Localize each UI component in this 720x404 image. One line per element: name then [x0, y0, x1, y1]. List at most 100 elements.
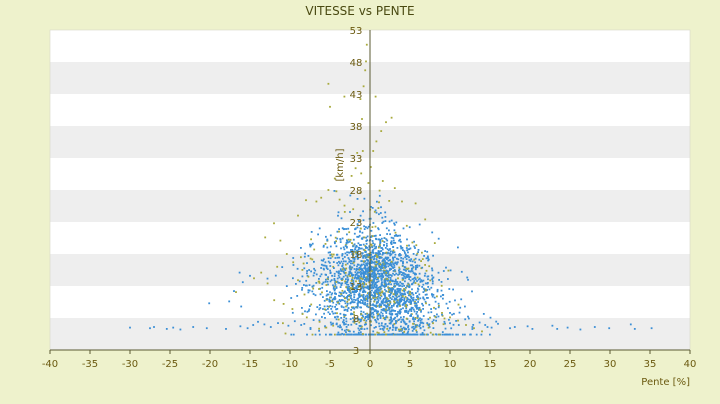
data-point [378, 189, 381, 192]
data-point [367, 297, 369, 300]
data-point [373, 285, 376, 288]
data-point [396, 290, 399, 293]
data-point [404, 328, 407, 331]
data-point [380, 272, 383, 275]
data-point [404, 273, 407, 276]
data-point [390, 309, 393, 312]
data-point [388, 333, 390, 336]
data-point [301, 287, 304, 289]
data-point [308, 308, 311, 311]
data-point [436, 313, 438, 316]
data-point [489, 316, 492, 319]
data-point [354, 227, 357, 230]
data-point [318, 308, 321, 311]
data-point [439, 333, 442, 336]
data-point [355, 280, 357, 283]
data-point [393, 223, 396, 226]
data-point [342, 246, 345, 249]
data-point [392, 267, 394, 269]
data-point [427, 257, 429, 259]
data-point [509, 327, 511, 330]
data-point [351, 313, 354, 315]
data-point [378, 238, 380, 241]
data-point [417, 251, 419, 253]
data-point [321, 283, 324, 285]
data-point [329, 254, 332, 257]
data-point [325, 235, 327, 238]
data-point [394, 329, 397, 331]
data-point [551, 324, 554, 327]
data-point [238, 271, 241, 274]
data-point [415, 306, 418, 308]
data-point [340, 282, 343, 285]
data-point [385, 308, 387, 311]
data-point [370, 229, 373, 232]
data-point [380, 263, 383, 266]
data-point [350, 298, 353, 301]
data-point [377, 313, 379, 316]
data-point [351, 300, 354, 303]
data-point [360, 244, 362, 246]
data-point [337, 333, 339, 336]
data-point [354, 276, 357, 278]
data-point [423, 329, 426, 332]
data-point [365, 333, 367, 336]
data-point [332, 322, 334, 325]
data-point [405, 304, 407, 306]
data-point [426, 250, 429, 253]
data-point [377, 270, 380, 273]
data-point [312, 274, 315, 277]
data-point [388, 308, 391, 311]
data-point [376, 267, 379, 270]
data-point [344, 314, 347, 316]
data-point [333, 177, 336, 180]
data-point [355, 287, 358, 289]
data-point [381, 253, 384, 256]
data-point [464, 305, 466, 308]
data-point [343, 329, 346, 332]
data-point [404, 293, 407, 296]
data-point [377, 301, 379, 304]
data-point [353, 232, 356, 235]
data-point [418, 264, 421, 267]
data-point [353, 268, 356, 270]
data-point [444, 322, 446, 325]
data-point [330, 308, 333, 310]
data-point [415, 325, 418, 328]
data-point [375, 211, 378, 214]
data-point [401, 273, 403, 276]
data-point [381, 180, 384, 182]
data-point [315, 313, 317, 316]
data-point [320, 267, 322, 269]
data-point [399, 310, 401, 313]
data-point [350, 249, 352, 251]
data-point [378, 304, 380, 307]
data-point [347, 283, 350, 286]
data-point [310, 270, 312, 273]
data-point [376, 297, 379, 300]
data-point [403, 292, 406, 295]
data-point [383, 244, 385, 247]
data-point [363, 328, 366, 330]
data-point [364, 295, 367, 298]
data-point [420, 279, 423, 282]
data-point [380, 304, 382, 306]
data-point [405, 224, 408, 227]
data-point [395, 294, 397, 296]
data-point [373, 278, 375, 280]
data-point [375, 263, 378, 266]
data-point [385, 305, 388, 308]
data-point [370, 262, 373, 264]
data-point [429, 279, 432, 282]
y-tick-label: 33 [350, 154, 363, 165]
data-point [392, 326, 395, 329]
data-point [334, 280, 337, 282]
data-point [358, 246, 360, 249]
data-point [347, 251, 350, 254]
data-point [340, 317, 343, 319]
data-point [374, 234, 377, 237]
data-point [405, 309, 408, 312]
data-point [481, 330, 483, 333]
data-point [347, 324, 350, 326]
